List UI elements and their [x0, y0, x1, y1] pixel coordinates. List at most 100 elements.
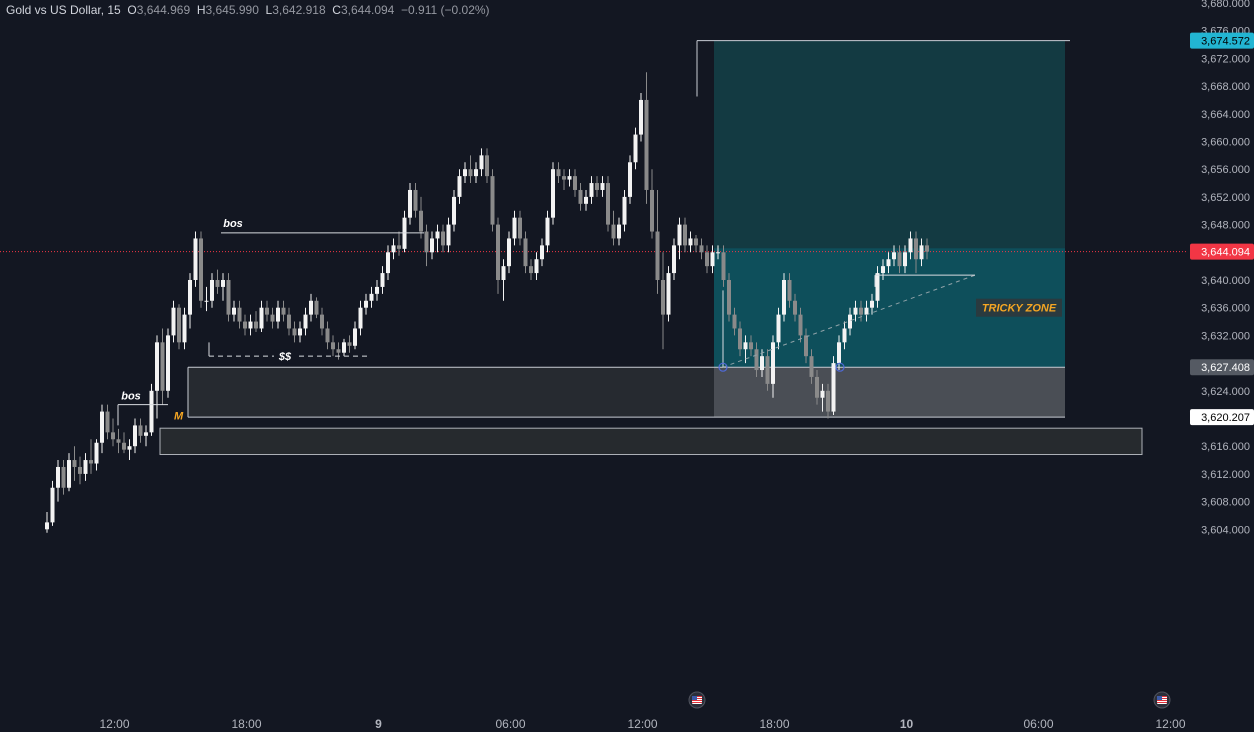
candle-body: [914, 238, 918, 260]
candle-body: [881, 266, 885, 274]
candle-body: [270, 314, 275, 322]
candle-body: [160, 342, 165, 391]
time-tick-label: 18:00: [231, 717, 261, 731]
candle-body: [534, 259, 539, 274]
time-tick-label: 12:00: [1155, 717, 1185, 731]
candle-body: [243, 321, 247, 329]
candle-body: [793, 300, 797, 315]
candle-body: [743, 342, 748, 350]
bos-label-2: bos: [223, 218, 243, 230]
candle-body: [138, 425, 143, 436]
candle-body: [298, 328, 302, 336]
candle-body: [177, 307, 181, 343]
candle-body: [551, 169, 555, 218]
candle-body: [204, 300, 209, 302]
candle-body: [870, 300, 874, 308]
candle-body: [232, 307, 236, 315]
us-flag-event-icon[interactable]: [1153, 691, 1171, 709]
candle-body: [413, 189, 418, 211]
time-tick-label: 10: [900, 717, 914, 731]
candle-body: [573, 176, 577, 190]
candle-body: [199, 238, 203, 301]
price-tick-label: 3,680.000: [1201, 0, 1250, 10]
candle-body: [925, 245, 929, 252]
candle-body: [584, 196, 588, 204]
candle-body: [760, 356, 764, 371]
price-tick-label: 3,672.000: [1201, 53, 1250, 65]
candle-body: [622, 196, 627, 225]
candle-body: [875, 273, 880, 301]
price-tick-label: 3,632.000: [1201, 330, 1250, 342]
liquidity-label-bg: [274, 349, 296, 364]
candle-body: [386, 252, 390, 274]
candle-body: [221, 280, 225, 287]
candle-body: [716, 252, 720, 254]
price-tick-label: 3,636.000: [1201, 303, 1250, 315]
candle-body: [903, 252, 907, 267]
candle-body: [721, 252, 726, 280]
candle-body: [391, 245, 396, 253]
candle-body: [782, 280, 786, 315]
candle-body: [397, 245, 401, 249]
candle-body: [72, 460, 77, 467]
candle-body: [122, 442, 126, 450]
candle-body: [606, 183, 610, 225]
candle-body: [529, 266, 533, 274]
candle-body: [633, 134, 638, 163]
candle-body: [738, 328, 742, 350]
candle-body: [496, 224, 500, 280]
candle-body: [353, 328, 357, 346]
candle-body: [820, 390, 825, 398]
close-label: C: [332, 3, 341, 17]
candle-body: [303, 314, 308, 329]
candle-body: [281, 307, 286, 315]
candle-body: [358, 307, 363, 329]
us-flag-event-icon[interactable]: [688, 691, 706, 709]
candle-body: [364, 300, 368, 308]
candle-body: [149, 390, 154, 433]
price-tag-bg: [1190, 32, 1254, 49]
candle-body: [248, 321, 253, 329]
candle-body: [331, 342, 335, 350]
m-label: M: [174, 411, 184, 423]
price-tick-label: 3,668.000: [1201, 81, 1250, 93]
liquidity-label: $$: [278, 351, 292, 363]
price-tick-label: 3,652.000: [1201, 192, 1250, 204]
candle-body: [859, 307, 863, 315]
candle-body: [490, 176, 495, 225]
candle-body: [50, 487, 55, 523]
candle-body: [705, 252, 709, 267]
candle-body: [672, 245, 676, 274]
candle-body: [589, 183, 594, 197]
candle-body: [655, 231, 660, 280]
candle-body: [67, 460, 71, 488]
zone-label: TRICKY ZONE: [982, 303, 1057, 315]
candle-body: [556, 169, 561, 177]
lower-zone: [159, 427, 1143, 456]
price-tick-label: 3,648.000: [1201, 220, 1250, 232]
candle-body: [710, 252, 715, 267]
price-tick-label: 3,664.000: [1201, 109, 1250, 121]
candle-body: [287, 314, 291, 329]
candle-body: [617, 224, 621, 239]
candle-body: [628, 162, 632, 197]
candle-body: [897, 252, 902, 267]
candle-body: [545, 217, 550, 246]
price-tag-label: 3,644.094: [1201, 247, 1250, 259]
candle-body: [661, 280, 665, 315]
candle-body: [468, 169, 473, 177]
candle-body: [848, 314, 852, 329]
price-tick-label: 3,624.000: [1201, 386, 1250, 398]
candle-body: [419, 210, 423, 232]
candle-body: [452, 196, 456, 225]
bos-label-1: bos: [121, 391, 141, 403]
candle-body: [226, 280, 231, 315]
price-tag-label: 3,674.572: [1201, 36, 1250, 48]
candle-body: [518, 217, 522, 239]
candle-body: [56, 466, 60, 488]
candle-body: [776, 314, 781, 343]
candle-body: [771, 342, 775, 384]
candle-body: [133, 425, 137, 447]
candle-body: [193, 238, 198, 280]
